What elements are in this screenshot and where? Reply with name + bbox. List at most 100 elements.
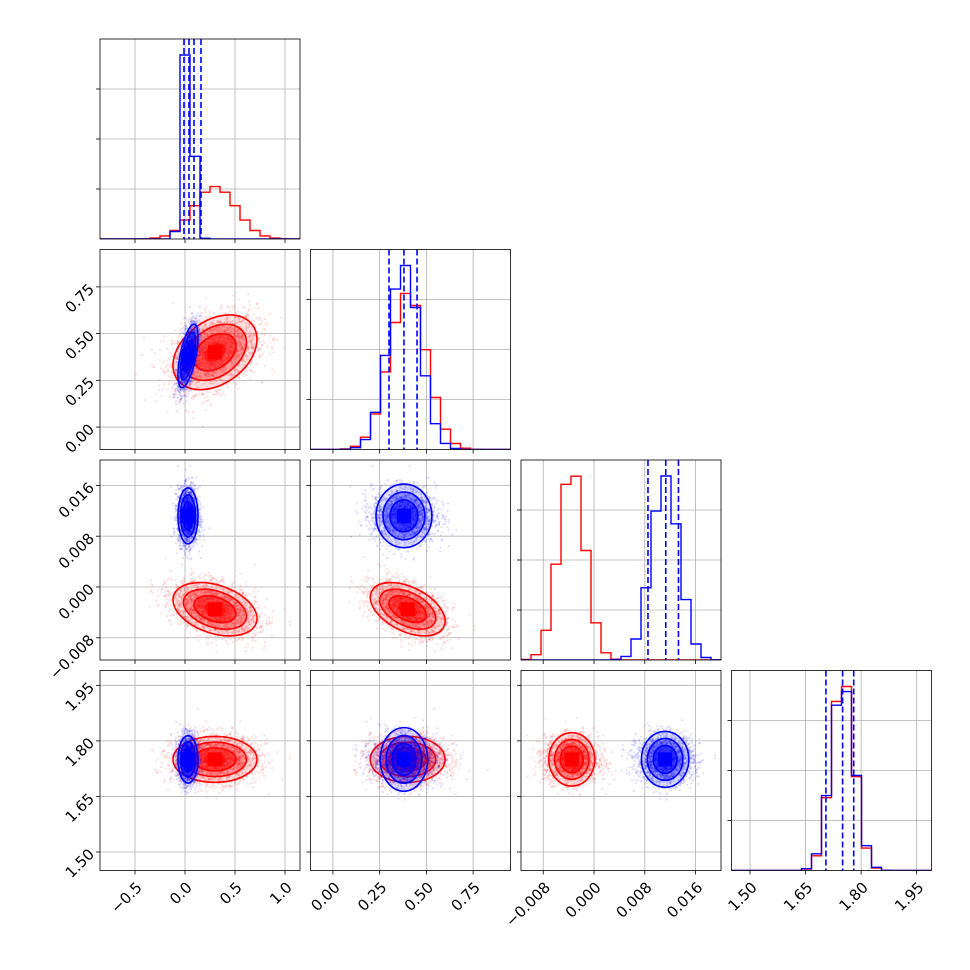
- sample-point: [197, 392, 200, 395]
- sample-point: [190, 344, 193, 347]
- sample-point: [240, 346, 244, 349]
- sample-point: [201, 361, 204, 364]
- sample-point: [170, 373, 173, 377]
- sample-point: [206, 365, 209, 368]
- sample-point: [168, 380, 171, 383]
- sample-point: [180, 328, 183, 331]
- sample-point: [246, 357, 249, 361]
- sample-point: [230, 343, 233, 346]
- sample-point: [248, 300, 251, 303]
- sample-point: [236, 376, 239, 379]
- sample-point: [161, 388, 164, 391]
- sample-point: [187, 318, 190, 321]
- sample-point: [190, 320, 193, 323]
- sample-point: [216, 369, 219, 372]
- sample-point: [222, 360, 225, 363]
- sample-point: [196, 370, 199, 373]
- sample-point: [214, 341, 217, 344]
- sample-point: [211, 635, 214, 638]
- sample-point: [227, 337, 230, 340]
- sample-point: [216, 321, 219, 324]
- sample-point: [200, 348, 203, 351]
- sample-point: [230, 346, 233, 349]
- sample-point: [240, 335, 243, 338]
- sample-point: [198, 337, 201, 340]
- sample-point: [174, 393, 177, 396]
- sample-point: [151, 584, 154, 587]
- sample-point: [187, 382, 190, 385]
- sample-point: [198, 373, 201, 376]
- sample-point: [192, 372, 195, 375]
- sample-point: [268, 341, 272, 344]
- sample-point: [198, 344, 201, 347]
- sample-point: [190, 380, 193, 383]
- sample-point: [172, 396, 175, 399]
- sample-point: [218, 337, 221, 340]
- sample-point: [198, 305, 201, 308]
- sample-point: [199, 359, 202, 362]
- sample-point: [199, 371, 202, 374]
- sample-point: [249, 340, 252, 344]
- sample-point: [214, 361, 217, 364]
- sample-point: [226, 343, 229, 346]
- sample-point: [289, 623, 292, 627]
- sample-point: [159, 367, 163, 370]
- sample-point: [222, 330, 225, 333]
- sample-point: [239, 349, 242, 352]
- sample-point: [212, 337, 215, 340]
- sample-point: [199, 374, 202, 377]
- sample-point: [234, 311, 237, 314]
- sample-point: [201, 315, 204, 318]
- sample-point: [179, 398, 182, 401]
- sample-point: [229, 349, 232, 352]
- sample-point: [196, 359, 199, 362]
- sample-point: [229, 329, 232, 332]
- sample-point: [204, 296, 207, 299]
- sample-point: [227, 353, 230, 356]
- sample-point: [230, 372, 233, 375]
- sample-point: [240, 343, 243, 346]
- sample-point: [194, 317, 198, 320]
- sample-point: [204, 343, 207, 346]
- sample-point: [204, 346, 207, 349]
- sample-point: [176, 389, 179, 392]
- sample-point: [218, 362, 221, 365]
- sample-point: [203, 362, 206, 365]
- sample-point: [200, 334, 203, 337]
- sample-point: [273, 337, 277, 340]
- sample-point: [250, 340, 253, 343]
- sample-point: [206, 390, 209, 393]
- sample-point: [237, 333, 240, 336]
- sample-point: [253, 342, 256, 345]
- sample-point: [238, 318, 241, 322]
- sample-point: [208, 338, 211, 341]
- sample-point: [223, 329, 226, 332]
- sample-point: [216, 329, 219, 333]
- sample-point: [204, 308, 207, 311]
- sample-point: [199, 363, 202, 366]
- sample-point: [201, 352, 204, 355]
- sample-point: [181, 394, 184, 397]
- sample-point: [237, 376, 240, 380]
- sample-point: [165, 347, 168, 350]
- sample-point: [162, 335, 165, 338]
- sample-point: [227, 356, 231, 359]
- sample-point: [232, 304, 235, 307]
- sample-point: [177, 349, 180, 353]
- sample-point: [217, 321, 221, 324]
- sample-point: [225, 343, 228, 346]
- sample-point: [162, 383, 165, 386]
- sample-point: [237, 350, 240, 353]
- sample-point: [201, 354, 204, 357]
- sample-point: [256, 307, 259, 310]
- sample-point: [221, 370, 224, 373]
- sample-point: [213, 341, 216, 344]
- sample-point: [241, 336, 244, 339]
- sample-point: [225, 342, 228, 345]
- sample-point: [237, 328, 240, 331]
- sample-point: [252, 344, 255, 348]
- sample-point: [236, 349, 239, 352]
- sample-point: [238, 340, 241, 343]
- sample-point: [217, 319, 220, 322]
- sample-point: [244, 360, 247, 364]
